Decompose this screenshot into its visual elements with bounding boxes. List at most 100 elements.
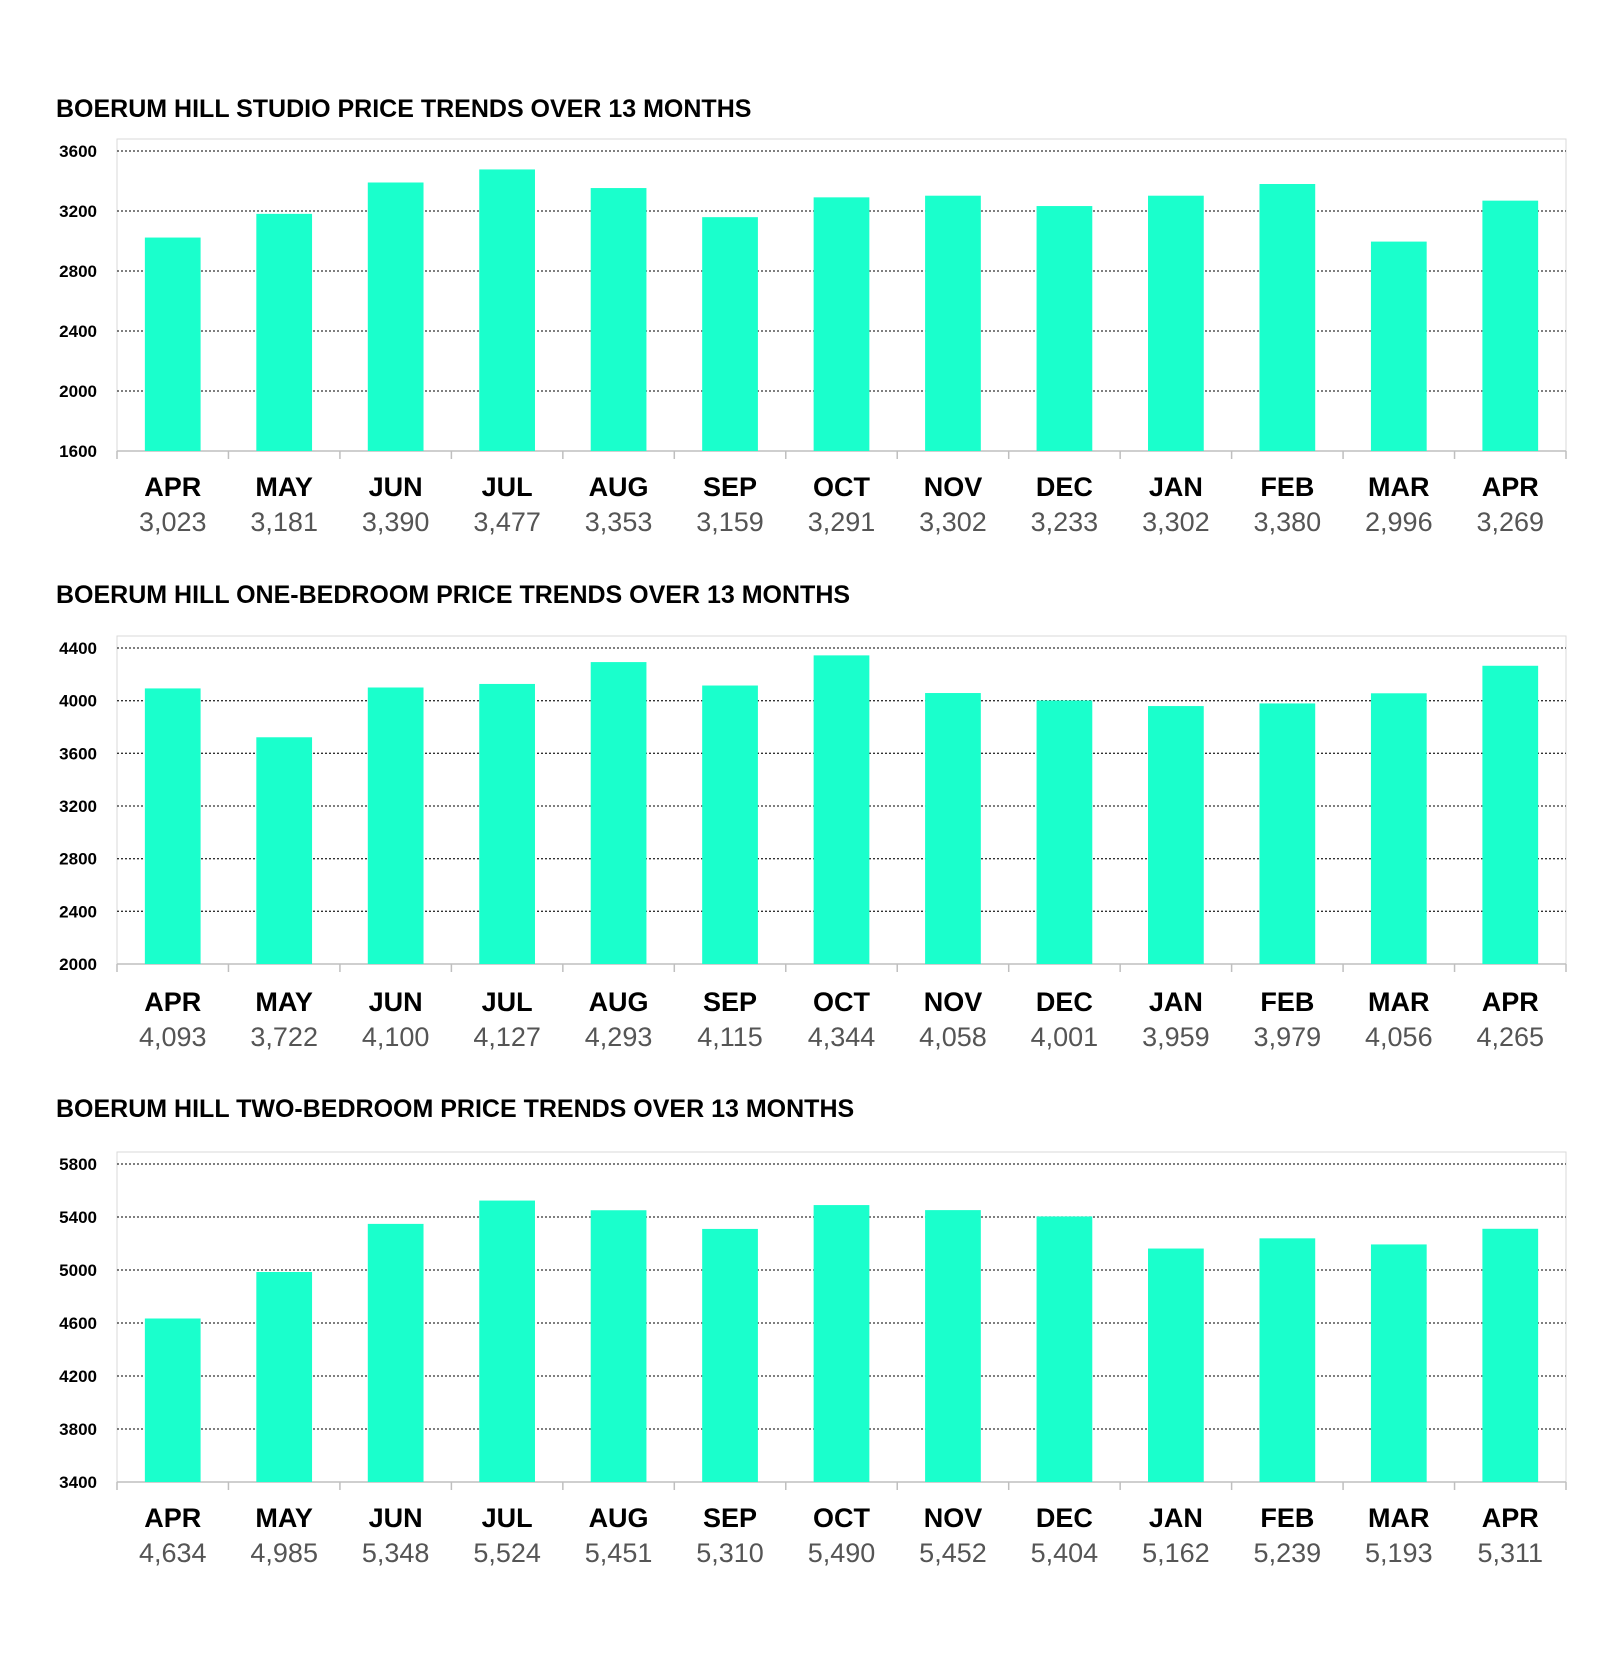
x-tick-label: APR [1482, 472, 1539, 502]
y-tick-label: 5400 [59, 1208, 97, 1227]
bar [367, 1223, 424, 1482]
bar [1148, 195, 1204, 451]
data-label: 5,490 [808, 1538, 876, 1568]
data-label: 3,477 [473, 507, 541, 537]
data-label: 3,159 [696, 507, 764, 537]
two-bedroom-chart: BOERUM HILL TWO-BEDROOM PRICE TRENDS OVE… [56, 1095, 1567, 1568]
data-label: 3,722 [250, 1022, 318, 1052]
x-tick-label: AUG [589, 987, 649, 1017]
bar [590, 662, 647, 964]
y-tick-label: 2000 [59, 955, 97, 974]
y-tick-label: 3200 [59, 797, 97, 816]
x-tick-label: DEC [1036, 472, 1093, 502]
y-tick-label: 3600 [59, 142, 97, 161]
bar [144, 237, 201, 451]
data-label: 4,344 [808, 1022, 876, 1052]
x-tick-label: FEB [1260, 987, 1314, 1017]
bar [1370, 1244, 1427, 1482]
bar [925, 1210, 981, 1482]
bar [1036, 700, 1093, 964]
one-bedroom-chart: BOERUM HILL ONE-BEDROOM PRICE TRENDS OVE… [56, 581, 1567, 1052]
bar [813, 655, 870, 964]
data-label: 5,162 [1142, 1538, 1210, 1568]
bar [702, 217, 758, 451]
data-label: 5,524 [473, 1538, 541, 1568]
data-label: 4,985 [250, 1538, 318, 1568]
data-label: 3,390 [362, 507, 430, 537]
bar [1482, 200, 1539, 451]
x-tick-label: MAY [255, 1503, 313, 1533]
bar [1259, 703, 1316, 964]
data-label: 4,115 [697, 1022, 763, 1052]
x-tick-label: NOV [924, 1503, 983, 1533]
bar [925, 195, 981, 451]
y-tick-label: 3800 [59, 1420, 97, 1439]
data-label: 4,634 [139, 1538, 207, 1568]
y-tick-label: 2800 [59, 262, 97, 281]
y-tick-label: 2000 [59, 382, 97, 401]
y-tick-label: 3600 [59, 744, 97, 763]
y-tick-label: 5800 [59, 1155, 97, 1174]
data-label: 3,233 [1031, 507, 1099, 537]
bar [479, 683, 535, 964]
x-tick-label: MAR [1368, 987, 1430, 1017]
x-tick-label: NOV [924, 987, 983, 1017]
x-tick-label: DEC [1036, 1503, 1093, 1533]
bar [479, 169, 535, 451]
bar [256, 1271, 313, 1482]
data-label: 5,348 [362, 1538, 430, 1568]
bar [1148, 706, 1204, 964]
data-label: 4,100 [362, 1022, 430, 1052]
x-tick-label: AUG [589, 1503, 649, 1533]
data-label: 5,239 [1254, 1538, 1322, 1568]
bar [1148, 1248, 1204, 1482]
data-label: 3,302 [1142, 507, 1210, 537]
x-tick-label: OCT [813, 1503, 871, 1533]
x-tick-label: AUG [589, 472, 649, 502]
x-tick-label: JUN [369, 987, 423, 1017]
data-label: 5,193 [1365, 1538, 1433, 1568]
x-tick-label: MAY [255, 987, 313, 1017]
y-tick-label: 4600 [59, 1314, 97, 1333]
x-tick-label: SEP [703, 1503, 757, 1533]
chart-title: BOERUM HILL STUDIO PRICE TRENDS OVER 13 … [56, 95, 751, 123]
bar [702, 1228, 758, 1482]
y-tick-label: 2800 [59, 850, 97, 869]
data-label: 3,023 [139, 507, 207, 537]
bar [1482, 1228, 1539, 1482]
bar [1370, 693, 1427, 964]
y-tick-label: 1600 [59, 442, 97, 461]
y-tick-label: 3400 [59, 1473, 97, 1492]
x-tick-label: APR [144, 472, 201, 502]
y-tick-label: 3200 [59, 202, 97, 221]
bar [256, 213, 313, 451]
x-tick-label: FEB [1260, 472, 1314, 502]
data-label: 2,996 [1365, 507, 1433, 537]
bar [1259, 184, 1316, 451]
data-label: 4,127 [473, 1022, 541, 1052]
data-label: 3,269 [1476, 507, 1544, 537]
data-label: 3,959 [1142, 1022, 1210, 1052]
x-tick-label: JUL [482, 987, 533, 1017]
x-tick-label: APR [144, 1503, 201, 1533]
bar [1482, 665, 1539, 964]
data-label: 3,291 [808, 507, 876, 537]
bar [813, 1205, 870, 1482]
data-label: 3,302 [919, 507, 987, 537]
bar [1370, 241, 1427, 451]
data-label: 4,293 [585, 1022, 653, 1052]
data-label: 4,093 [139, 1022, 207, 1052]
bar [1259, 1238, 1316, 1482]
bar [256, 737, 313, 964]
data-label: 5,404 [1031, 1538, 1099, 1568]
data-label: 4,056 [1365, 1022, 1433, 1052]
x-tick-label: DEC [1036, 987, 1093, 1017]
bar [367, 687, 424, 964]
data-label: 4,058 [919, 1022, 987, 1052]
y-tick-label: 5000 [59, 1261, 97, 1280]
bar [144, 1318, 201, 1482]
bar [367, 182, 424, 451]
bar [1036, 1216, 1093, 1482]
x-tick-label: JAN [1149, 1503, 1203, 1533]
